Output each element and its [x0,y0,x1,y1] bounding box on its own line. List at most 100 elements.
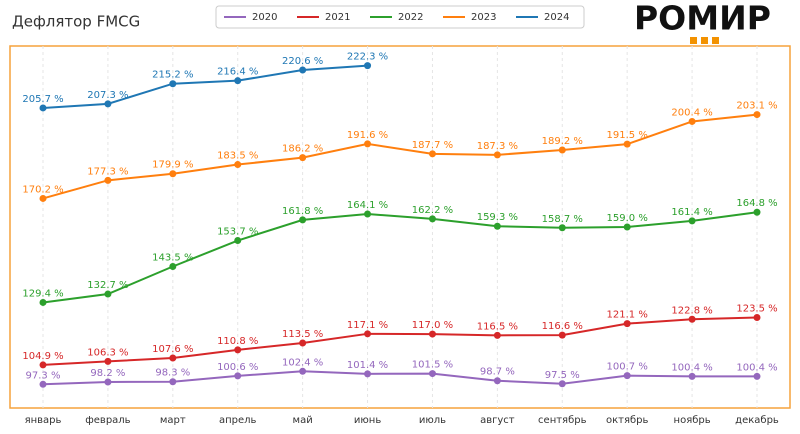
point [753,111,761,119]
point [234,161,242,169]
data-label: 116.6 % [542,321,583,332]
x-tick-label: февраль [85,415,130,426]
data-label: 164.1 % [347,200,388,211]
point [39,298,47,306]
data-label: 179.9 % [152,160,193,171]
logo-dot [712,37,719,44]
point [39,194,47,202]
data-label: 153.7 % [217,227,258,238]
point [104,100,112,108]
point [104,378,112,386]
point [234,372,242,380]
data-label: 98.2 % [90,368,125,379]
data-label: 187.3 % [477,141,518,152]
point [558,331,566,339]
series-line [42,64,368,109]
data-label: 187.7 % [412,140,453,151]
data-label: 100.4 % [671,362,712,373]
data-label: 106.3 % [87,347,128,358]
data-label: 102.4 % [282,357,323,368]
point [753,314,761,321]
data-label: 101.4 % [347,360,388,371]
point [428,330,436,338]
chart-title: Дефлятор FMCG [12,13,140,31]
point [299,216,307,224]
point [623,140,631,148]
point [558,380,566,388]
logo: РОМИР [634,0,771,38]
point [688,315,696,323]
data-label: 183.5 % [217,151,258,162]
point [169,170,177,178]
point [493,151,501,159]
data-label: 143.5 % [152,253,193,264]
data-label: 205.7 % [22,94,63,105]
point [299,339,307,347]
point [623,372,631,380]
point [688,117,696,125]
data-label: 100.4 % [736,362,777,373]
point [753,208,761,216]
data-label: 97.3 % [26,370,61,381]
point [169,263,177,271]
legend-label: 2021 [325,12,350,23]
point [688,217,696,225]
data-label: 191.5 % [607,130,648,141]
data-label: 98.3 % [155,368,190,379]
data-label: 100.6 % [217,362,258,373]
x-tick-label: ноябрь [674,415,711,426]
series-line [42,316,758,366]
point [493,222,501,230]
data-label: 164.8 % [736,198,777,209]
legend [215,5,585,29]
data-label: 203.1 % [736,101,777,112]
data-label: 162.2 % [412,205,453,216]
point [558,224,566,232]
point [39,361,47,369]
point [364,330,372,338]
legend-label: 2023 [471,12,496,23]
data-label: 132.7 % [87,280,128,291]
data-label: 186.2 % [282,144,323,155]
point [299,66,307,74]
data-label: 161.8 % [282,206,323,217]
point [493,331,501,339]
data-label: 101.5 % [412,360,453,371]
x-tick-label: апрель [219,415,257,426]
data-label: 191.6 % [347,130,388,141]
series-line [42,113,758,200]
point [753,372,761,380]
data-label: 216.4 % [217,67,258,78]
x-tick-label: март [160,415,186,426]
logo-dot [701,37,708,44]
x-tick-label: январь [25,415,62,426]
data-label: 121.1 % [607,310,648,321]
data-label: 117.0 % [412,320,453,331]
data-label: 97.5 % [545,370,580,381]
data-label: 122.8 % [671,305,712,316]
point [428,370,436,378]
data-label: 170.2 % [22,184,63,195]
point [364,370,372,378]
point [234,346,242,354]
data-label: 200.4 % [671,107,712,118]
data-label: 207.3 % [87,90,128,101]
x-tick-label: август [480,415,515,426]
x-tick-label: май [293,415,313,426]
point [623,223,631,231]
data-label: 104.9 % [22,351,63,362]
data-label: 110.8 % [217,336,258,347]
point [364,210,372,218]
point [234,237,242,245]
point [104,357,112,365]
data-label: 177.3 % [87,166,128,177]
series-line [42,370,757,386]
point [39,380,47,388]
point [104,176,112,184]
x-tick-label: июль [419,415,446,426]
data-label: 220.6 % [282,56,323,67]
point [558,146,566,154]
x-tick-label: сентябрь [538,415,587,426]
x-tick-label: октябрь [606,415,649,426]
